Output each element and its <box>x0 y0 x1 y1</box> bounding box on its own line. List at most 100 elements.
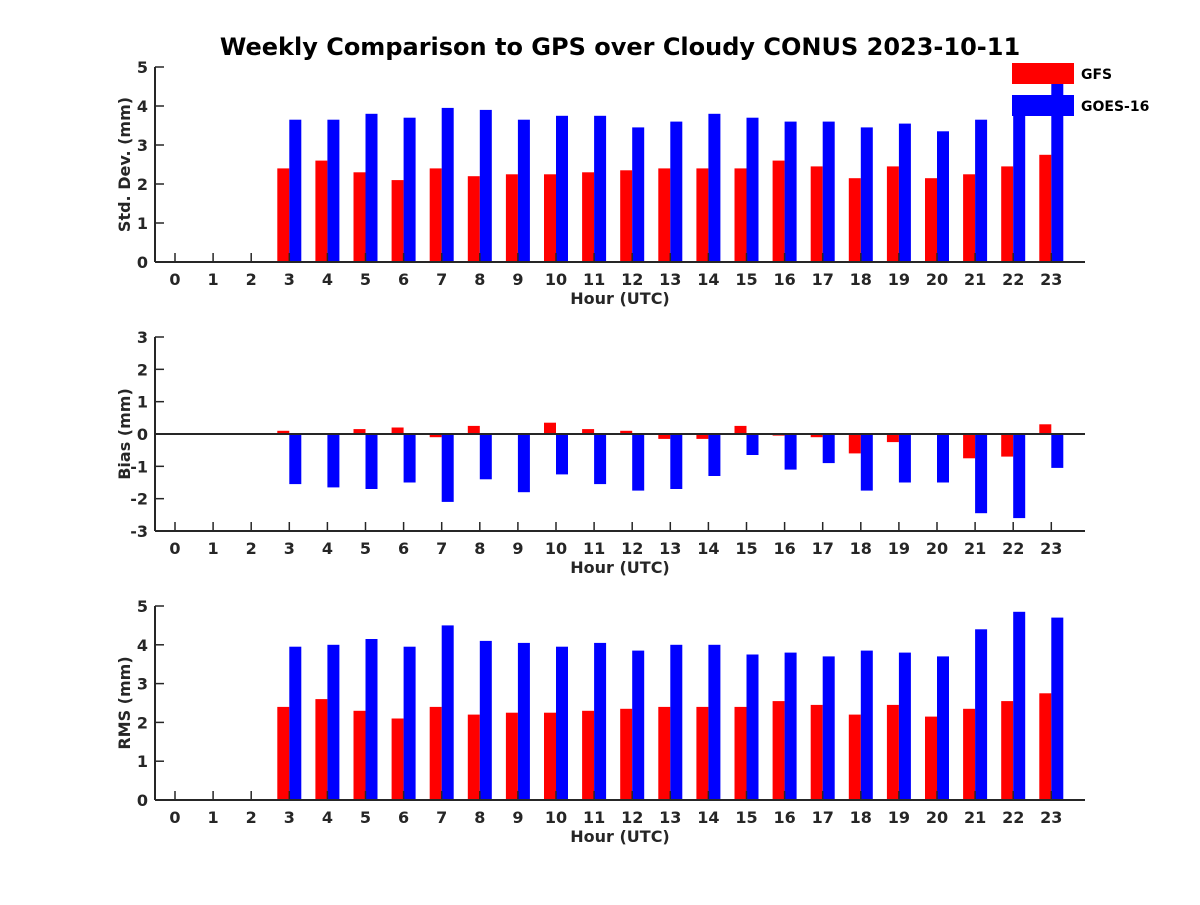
x-tick-label: 17 <box>812 808 834 827</box>
x-tick-label: 7 <box>436 808 447 827</box>
x-tick-label: 1 <box>208 808 219 827</box>
bar-goes-16-hour-17 <box>822 656 835 800</box>
y-tick-label: 3 <box>137 136 148 155</box>
x-axis-label: Hour (UTC) <box>570 558 670 577</box>
bar-gfs-hour-18 <box>848 714 861 800</box>
bar-goes-16-hour-7 <box>441 625 454 800</box>
bar-goes-16-hour-19 <box>898 434 911 483</box>
legend-swatch-gfs <box>1012 63 1074 84</box>
x-axis-label: Hour (UTC) <box>570 827 670 846</box>
bar-goes-16-hour-13 <box>670 434 683 489</box>
bar-gfs-hour-19 <box>886 166 899 262</box>
x-tick-label: 4 <box>322 270 333 289</box>
bar-goes-16-hour-22 <box>1013 434 1026 519</box>
bar-goes-16-hour-11 <box>594 642 607 800</box>
y-axis-label: Bias (mm) <box>115 388 134 480</box>
bar-goes-16-hour-15 <box>746 654 759 800</box>
x-tick-label: 6 <box>398 270 409 289</box>
y-tick-label: 0 <box>137 791 148 810</box>
bar-goes-16-hour-23 <box>1051 617 1064 800</box>
legend-label: GFS <box>1081 67 1112 83</box>
x-tick-label: 14 <box>697 539 719 558</box>
bar-gfs-hour-19 <box>886 704 899 800</box>
x-tick-label: 21 <box>964 270 986 289</box>
bar-gfs-hour-3 <box>277 168 290 262</box>
bar-gfs-hour-4 <box>315 699 328 800</box>
x-tick-label: 17 <box>812 270 834 289</box>
x-tick-label: 6 <box>398 539 409 558</box>
bar-goes-16-hour-13 <box>670 121 683 262</box>
x-tick-label: 18 <box>850 539 872 558</box>
x-tick-label: 3 <box>284 539 295 558</box>
x-tick-label: 20 <box>926 808 948 827</box>
bar-goes-16-hour-3 <box>289 119 302 262</box>
x-tick-label: 6 <box>398 808 409 827</box>
x-tick-label: 23 <box>1040 270 1062 289</box>
bar-goes-16-hour-18 <box>860 434 873 491</box>
bar-gfs-hour-3 <box>277 706 290 800</box>
bar-goes-16-hour-18 <box>860 127 873 263</box>
x-tick-label: 9 <box>512 539 523 558</box>
y-tick-label: 2 <box>137 713 148 732</box>
legend-label: GOES-16 <box>1081 99 1149 115</box>
bar-gfs-hour-12 <box>620 430 633 434</box>
bar-goes-16-hour-7 <box>441 434 454 502</box>
y-tick-label: -1 <box>130 457 148 476</box>
bar-gfs-hour-13 <box>658 168 671 262</box>
x-tick-label: 13 <box>659 808 681 827</box>
bar-gfs-hour-6 <box>391 180 404 262</box>
bar-gfs-hour-22 <box>1001 166 1014 262</box>
chart-legend: GFS GOES-16 <box>1012 63 1149 116</box>
bar-gfs-hour-18 <box>848 434 861 454</box>
bar-goes-16-hour-8 <box>479 109 492 263</box>
bar-goes-16-hour-12 <box>632 650 645 800</box>
x-tick-label: 16 <box>773 539 795 558</box>
y-tick-label: 5 <box>137 597 148 616</box>
bar-goes-16-hour-20 <box>937 434 949 483</box>
y-tick-label: 4 <box>137 97 148 116</box>
bar-goes-16-hour-16 <box>784 652 797 800</box>
bar-gfs-hour-13 <box>658 434 671 439</box>
bar-gfs-hour-12 <box>620 708 633 800</box>
x-tick-label: 21 <box>964 539 986 558</box>
x-tick-label: 22 <box>1002 270 1024 289</box>
x-tick-label: 10 <box>545 808 567 827</box>
bar-gfs-hour-20 <box>925 716 937 800</box>
bar-gfs-hour-7 <box>429 434 442 438</box>
bar-gfs-hour-10 <box>544 422 556 434</box>
x-tick-label: 5 <box>360 270 371 289</box>
x-tick-label: 9 <box>512 270 523 289</box>
bar-gfs-hour-6 <box>391 718 404 800</box>
x-tick-label: 12 <box>621 539 643 558</box>
x-tick-label: 21 <box>964 808 986 827</box>
bar-gfs-hour-22 <box>1001 701 1014 800</box>
bar-gfs-hour-9 <box>505 174 518 263</box>
bar-gfs-hour-16 <box>772 701 785 800</box>
y-axis-label: RMS (mm) <box>115 656 134 749</box>
x-tick-label: 13 <box>659 270 681 289</box>
bar-gfs-hour-21 <box>963 174 976 263</box>
bar-goes-16-hour-9 <box>517 119 530 262</box>
bar-goes-16-hour-15 <box>746 434 759 455</box>
bar-goes-16-hour-12 <box>632 434 645 491</box>
bar-goes-16-hour-4 <box>327 434 340 488</box>
x-tick-label: 23 <box>1040 539 1062 558</box>
bar-goes-16-hour-14 <box>708 644 721 800</box>
y-tick-label: -2 <box>130 490 148 509</box>
x-tick-label: 15 <box>735 539 757 558</box>
bar-goes-16-hour-5 <box>365 434 378 489</box>
bar-goes-16-hour-8 <box>479 640 492 800</box>
x-tick-label: 0 <box>169 539 180 558</box>
bar-gfs-hour-11 <box>582 172 595 262</box>
x-tick-label: 8 <box>474 270 485 289</box>
x-tick-label: 19 <box>888 539 910 558</box>
bar-goes-16-hour-10 <box>556 434 568 475</box>
bar-goes-16-hour-5 <box>365 639 378 800</box>
bar-goes-16-hour-9 <box>517 642 530 800</box>
bar-goes-16-hour-23 <box>1051 82 1064 262</box>
bar-gfs-hour-11 <box>582 429 595 434</box>
